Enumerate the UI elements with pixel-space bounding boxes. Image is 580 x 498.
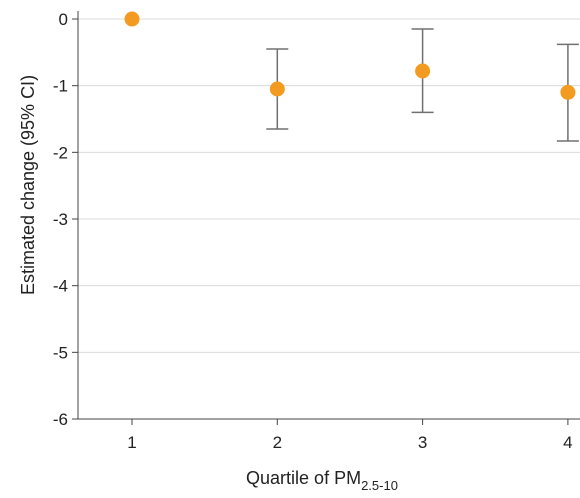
- error-bars: [266, 28, 579, 142]
- y-tick-label: -4: [53, 277, 68, 296]
- x-tick-label: 2: [273, 433, 282, 452]
- x-tick-label: 4: [563, 433, 572, 452]
- x-axis-title: Quartile of PM2.5-10: [246, 468, 398, 493]
- y-tick-label: -6: [53, 410, 68, 429]
- data-point: [415, 63, 431, 79]
- y-tick-labels: 0 -1 -2 -3 -4 -5 -6: [53, 10, 68, 429]
- x-tick-label: 1: [127, 433, 136, 452]
- y-tick-label: -1: [53, 77, 68, 96]
- data-point: [560, 84, 576, 100]
- x-axis-title-subscript: 2.5-10: [361, 478, 398, 493]
- data-points: [124, 11, 576, 100]
- grid-lines: [78, 18, 580, 353]
- y-tick-label: -2: [53, 143, 68, 162]
- x-axis-title-main: Quartile of PM: [246, 468, 361, 488]
- x-tick-labels: 1 2 3 4: [127, 433, 572, 452]
- y-axis-title: Estimated change (95% CI): [18, 75, 38, 295]
- data-point: [124, 11, 140, 27]
- y-tick-label: -5: [53, 343, 68, 362]
- axes: [72, 11, 580, 425]
- data-point: [269, 81, 285, 97]
- x-tick-label: 3: [418, 433, 427, 452]
- y-tick-label: 0: [59, 10, 68, 29]
- y-tick-label: -3: [53, 210, 68, 229]
